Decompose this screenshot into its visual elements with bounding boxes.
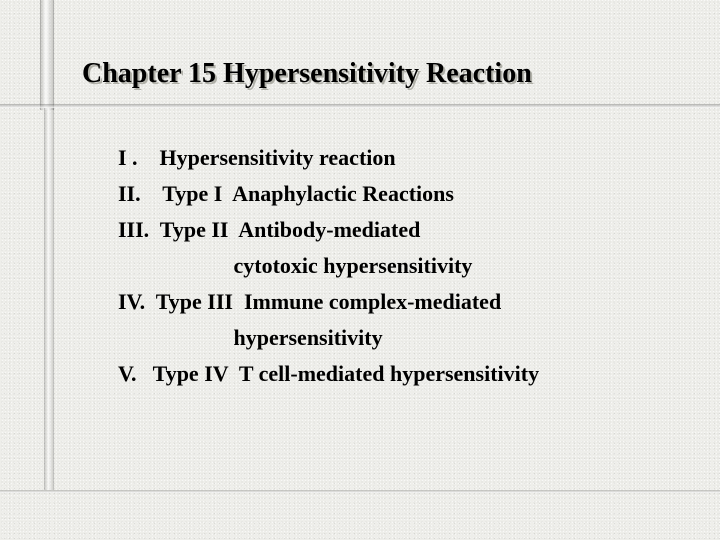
slide-body: I . Hypersensitivity reaction II. Type I… (118, 140, 539, 392)
outline-line: III. Type II Antibody-mediated (118, 212, 539, 248)
outline-line: IV. Type III Immune complex-mediated (118, 284, 539, 320)
slide: Chapter 15 Hypersensitivity Reaction I .… (0, 0, 720, 540)
decor-horizontal-rule-bot (0, 490, 720, 493)
decor-vertical-bar-top (40, 0, 54, 110)
outline-line: cytotoxic hypersensitivity (118, 248, 539, 284)
slide-title: Chapter 15 Hypersensitivity Reaction (82, 58, 532, 90)
outline-line: II. Type I Anaphylactic Reactions (118, 176, 539, 212)
decor-horizontal-rule-top (0, 104, 720, 108)
decor-vertical-bar-body (44, 108, 54, 490)
outline-line: I . Hypersensitivity reaction (118, 140, 539, 176)
outline-line: V. Type IV T cell-mediated hypersensitiv… (118, 356, 539, 392)
outline-line: hypersensitivity (118, 320, 539, 356)
